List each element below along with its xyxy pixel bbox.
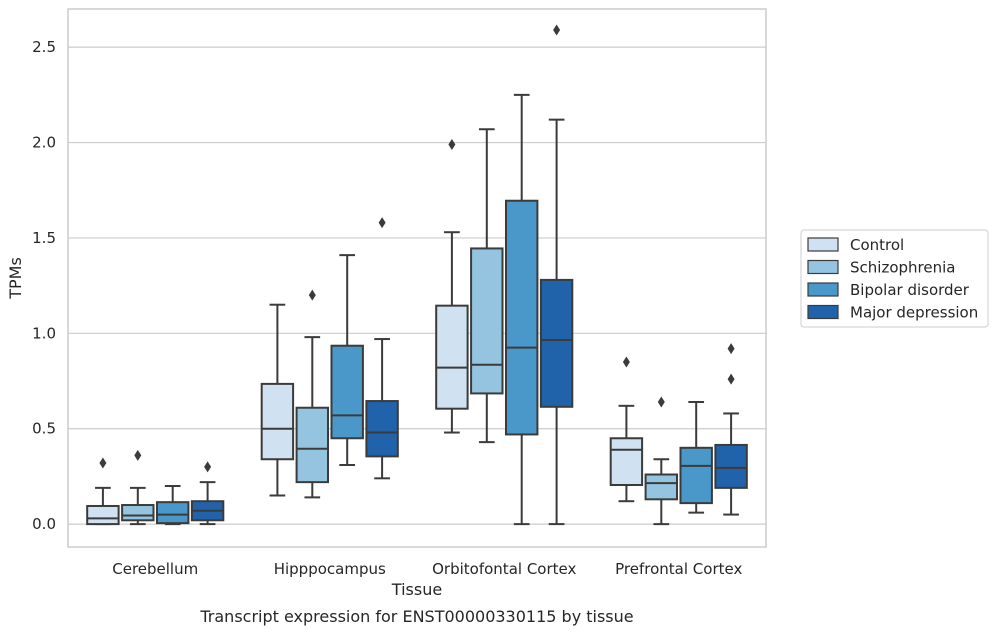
legend: Control Schizophrenia Bipolar disorder Majo… bbox=[800, 229, 989, 328]
boxes-layer bbox=[86, 24, 748, 526]
box-iqr bbox=[609, 437, 644, 486]
box-iqr bbox=[679, 446, 713, 505]
legend-label: Bipolar disorder bbox=[850, 281, 970, 299]
box-3-3 bbox=[714, 343, 748, 516]
box-iqr bbox=[260, 382, 295, 461]
outlier-point bbox=[204, 461, 212, 473]
box-2-1 bbox=[470, 128, 504, 444]
legend-box bbox=[800, 229, 989, 328]
box-iqr bbox=[295, 406, 330, 484]
outlier-point bbox=[134, 449, 142, 461]
box-0-0 bbox=[86, 457, 120, 526]
legend-label: Control bbox=[850, 236, 904, 254]
legend-swatch bbox=[807, 237, 839, 252]
box-1-1 bbox=[295, 289, 330, 499]
y-tick-label: 2.0 bbox=[32, 134, 56, 152]
y-tick-label: 0.5 bbox=[32, 420, 56, 438]
x-tick-labels: Cerebellum Hipppocampus Orbitofontal Corte… bbox=[112, 560, 742, 578]
outlier-point bbox=[657, 396, 665, 408]
y-tick-label: 0.0 bbox=[32, 515, 56, 533]
outlier-point bbox=[727, 373, 735, 385]
box-1-3 bbox=[365, 217, 399, 480]
outlier-point bbox=[308, 289, 316, 301]
legend-swatch bbox=[807, 304, 839, 320]
y-tick-labels: 0.0 0.5 1.0 1.5 2.0 2.5 bbox=[32, 38, 56, 533]
box-iqr bbox=[121, 504, 155, 522]
box-2-0 bbox=[435, 138, 469, 434]
outlier-point bbox=[553, 24, 561, 36]
legend-label: Major depression bbox=[850, 304, 978, 322]
x-axis-label: Tissue bbox=[391, 580, 442, 599]
box-3-2 bbox=[679, 401, 713, 514]
box-iqr bbox=[365, 400, 399, 458]
x-tick-label: Orbitofontal Cortex bbox=[432, 560, 576, 578]
box-iqr bbox=[539, 278, 574, 408]
y-tick-label: 2.5 bbox=[32, 38, 56, 56]
legend-label: Schizophrenia bbox=[850, 259, 955, 277]
chart-caption: Transcript expression for ENST0000033011… bbox=[199, 607, 633, 626]
y-axis-label: TPMs bbox=[6, 257, 25, 300]
box-3-1 bbox=[644, 396, 679, 526]
box-iqr bbox=[155, 501, 190, 525]
box-3-0 bbox=[609, 356, 644, 503]
grid-lines bbox=[68, 46, 766, 525]
box-2-2 bbox=[504, 93, 539, 526]
x-tick-label: Cerebellum bbox=[112, 560, 198, 578]
y-tick-label: 1.0 bbox=[32, 324, 56, 342]
box-iqr bbox=[86, 504, 120, 526]
box-iqr bbox=[714, 443, 748, 489]
box-0-3 bbox=[190, 461, 225, 526]
box-iqr bbox=[435, 304, 469, 410]
box-1-2 bbox=[330, 254, 364, 466]
box-0-2 bbox=[155, 484, 190, 526]
outlier-point bbox=[622, 356, 630, 368]
outlier-point bbox=[99, 457, 107, 469]
x-tick-label: Prefrontal Cortex bbox=[615, 560, 742, 578]
outlier-point bbox=[378, 217, 386, 229]
box-1-0 bbox=[260, 303, 295, 497]
legend-swatch bbox=[807, 259, 839, 275]
plot-frame bbox=[67, 8, 767, 548]
box-iqr bbox=[470, 247, 504, 395]
legend-swatch bbox=[807, 282, 839, 297]
box-0-1 bbox=[121, 449, 155, 526]
y-tick-label: 1.5 bbox=[32, 229, 56, 247]
x-tick-label: Hipppocampus bbox=[274, 560, 386, 578]
box-iqr bbox=[644, 473, 679, 501]
box-iqr bbox=[330, 344, 364, 440]
box-2-3 bbox=[539, 24, 574, 526]
outlier-point bbox=[727, 343, 735, 355]
outlier-point bbox=[448, 138, 456, 150]
box-iqr bbox=[504, 199, 539, 436]
